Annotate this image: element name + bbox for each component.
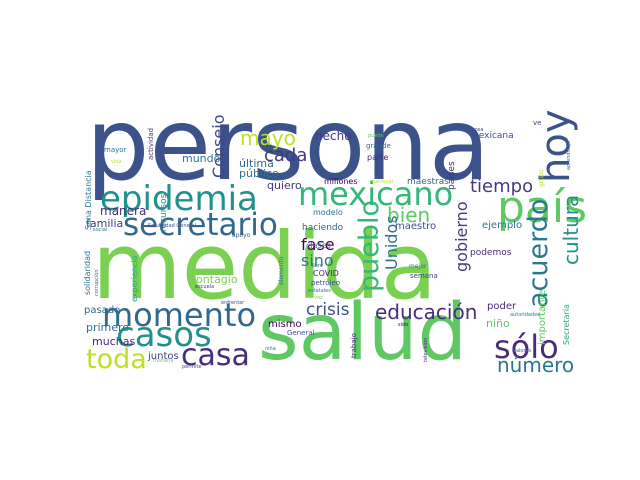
word-numero: número bbox=[497, 353, 575, 377]
word-medida: medida bbox=[92, 213, 437, 320]
word-petroleo: petróleo bbox=[311, 279, 341, 287]
word-gobierno: gobierno bbox=[452, 201, 471, 272]
word-primero: primero bbox=[86, 321, 130, 334]
word-pueblo: pueblo bbox=[354, 199, 385, 292]
word-clases: clases bbox=[306, 241, 331, 250]
word-haciendo: haciendo bbox=[302, 223, 344, 233]
word-corrupcion: corrupción bbox=[94, 269, 100, 296]
word-libre: libre bbox=[312, 263, 323, 269]
word-nina: niña bbox=[265, 346, 276, 352]
word-manana: mañana bbox=[153, 358, 174, 364]
word-salubridad-general: Salubridad General bbox=[148, 223, 197, 229]
word-toda: toda bbox=[86, 344, 147, 375]
word-pasado: pasado bbox=[84, 305, 121, 316]
word-millones: millones bbox=[324, 177, 358, 186]
word-semana: semana bbox=[410, 272, 438, 280]
word-paises: países bbox=[447, 161, 457, 190]
word-bien: bien bbox=[387, 203, 431, 227]
word-tiempo: tiempo bbox=[470, 176, 534, 197]
word-aprendizaje: aprendizaje bbox=[566, 140, 572, 170]
word-ve: ve bbox=[533, 119, 542, 127]
word-pais: país bbox=[497, 182, 588, 233]
word-covid: COVID bbox=[313, 269, 339, 278]
word-ultima: última bbox=[239, 157, 274, 170]
word-educacion: educación bbox=[375, 300, 478, 324]
word-mejor: mejor bbox=[409, 263, 427, 270]
word-publico: público bbox=[239, 167, 279, 180]
word-valores: valores bbox=[513, 348, 532, 354]
word-voz: voz bbox=[314, 295, 323, 301]
word-ejemplo: ejemplo bbox=[482, 220, 523, 231]
word-secretaria: Secretaría bbox=[562, 304, 571, 345]
word-persona: persona bbox=[86, 86, 491, 203]
word-escuela: escuela bbox=[195, 284, 215, 290]
word-solo: sólo bbox=[494, 328, 559, 366]
word-muchas: muchas bbox=[92, 335, 136, 348]
word-grande: grande bbox=[366, 142, 391, 150]
word-sana-distancia: Sana Distancia bbox=[84, 170, 93, 230]
word-mayor: mayor bbox=[104, 146, 127, 154]
word-grupo: grupo bbox=[538, 169, 545, 187]
word-nino: niño bbox=[486, 317, 510, 330]
word-estatales: estatales bbox=[308, 288, 331, 294]
word-fase: fase bbox=[301, 235, 335, 254]
word-experiencia: experiencia bbox=[130, 255, 139, 302]
word-epidemia: epidemia bbox=[100, 179, 258, 219]
word-trabajo: trabajo bbox=[350, 333, 358, 358]
word-apoyo: apoyo bbox=[232, 232, 251, 239]
word-vida: vida bbox=[111, 159, 122, 165]
word-casa: casa bbox=[181, 338, 250, 373]
word-contagio: contagio bbox=[190, 273, 238, 286]
word-permite: permite bbox=[182, 364, 202, 370]
word-consejo: Consejo bbox=[209, 114, 228, 178]
word-manera: manera bbox=[100, 204, 147, 218]
word-actividad: actividad bbox=[147, 127, 155, 160]
word-salud: salud bbox=[258, 288, 468, 378]
word-mayo: mayo bbox=[240, 126, 296, 150]
word-elemento: elemento bbox=[278, 256, 285, 285]
word-television: televisión bbox=[423, 337, 429, 362]
word-solidaridad: solidaridad bbox=[83, 250, 92, 295]
word-social: social bbox=[93, 227, 108, 233]
word-cultura: cultura bbox=[559, 194, 583, 265]
word-poder: poder bbox=[487, 301, 517, 312]
word-secretario: secretario bbox=[123, 207, 278, 243]
word-puede: puede bbox=[368, 133, 384, 139]
word-crisis: crisis bbox=[306, 300, 350, 320]
word-autoridades: autoridades bbox=[510, 312, 540, 318]
word-nacional: nacional bbox=[372, 179, 394, 185]
word-casos: casos bbox=[116, 315, 212, 355]
word-podemos: podemos bbox=[470, 248, 512, 258]
word-momento: momento bbox=[102, 296, 257, 334]
word-parte: parte bbox=[367, 153, 389, 162]
word-hecho: hecho bbox=[315, 129, 352, 143]
word-juntos: juntos bbox=[148, 351, 179, 362]
word-mexicana: mexicana bbox=[470, 131, 514, 141]
word-general: General bbox=[287, 329, 315, 337]
word-mismo: mismo bbox=[268, 319, 302, 330]
word-maestro: maestro bbox=[395, 221, 437, 232]
word-quiero: quiero bbox=[267, 179, 302, 192]
word-maestras: maestras bbox=[407, 177, 449, 187]
word-cada: cada bbox=[264, 145, 308, 166]
word-enfrentar: enfrentar bbox=[221, 300, 245, 306]
word-familia: familia bbox=[86, 217, 124, 230]
word-modelo: modelo bbox=[313, 208, 343, 217]
word-mundo: mundo bbox=[182, 152, 221, 165]
word-cosa: cosa bbox=[472, 127, 484, 133]
word-mexicano: mexicano bbox=[298, 175, 454, 213]
word-sino: sino bbox=[301, 251, 334, 270]
word-sido: sido bbox=[398, 322, 409, 328]
